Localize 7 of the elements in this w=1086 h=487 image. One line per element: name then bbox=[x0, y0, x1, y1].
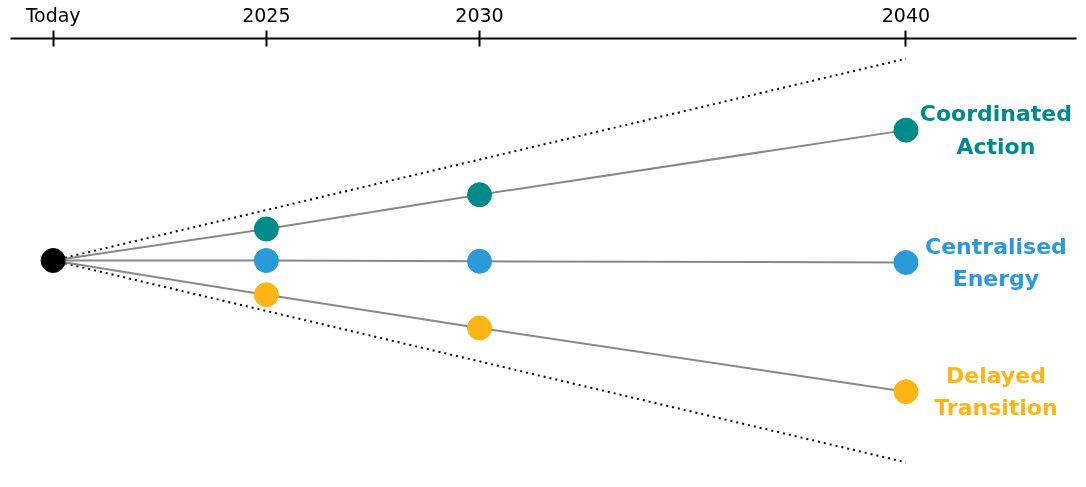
series-label: Delayed Transition bbox=[934, 362, 1058, 421]
series-label: Centralised Energy bbox=[925, 233, 1067, 292]
x-tick-label: 2040 bbox=[881, 3, 931, 26]
x-tick-label: 2030 bbox=[455, 3, 504, 26]
x-tick-label: 2025 bbox=[242, 3, 291, 26]
series-label: Coordinated Action bbox=[919, 101, 1073, 159]
x-tick-label: Today bbox=[24, 3, 81, 26]
